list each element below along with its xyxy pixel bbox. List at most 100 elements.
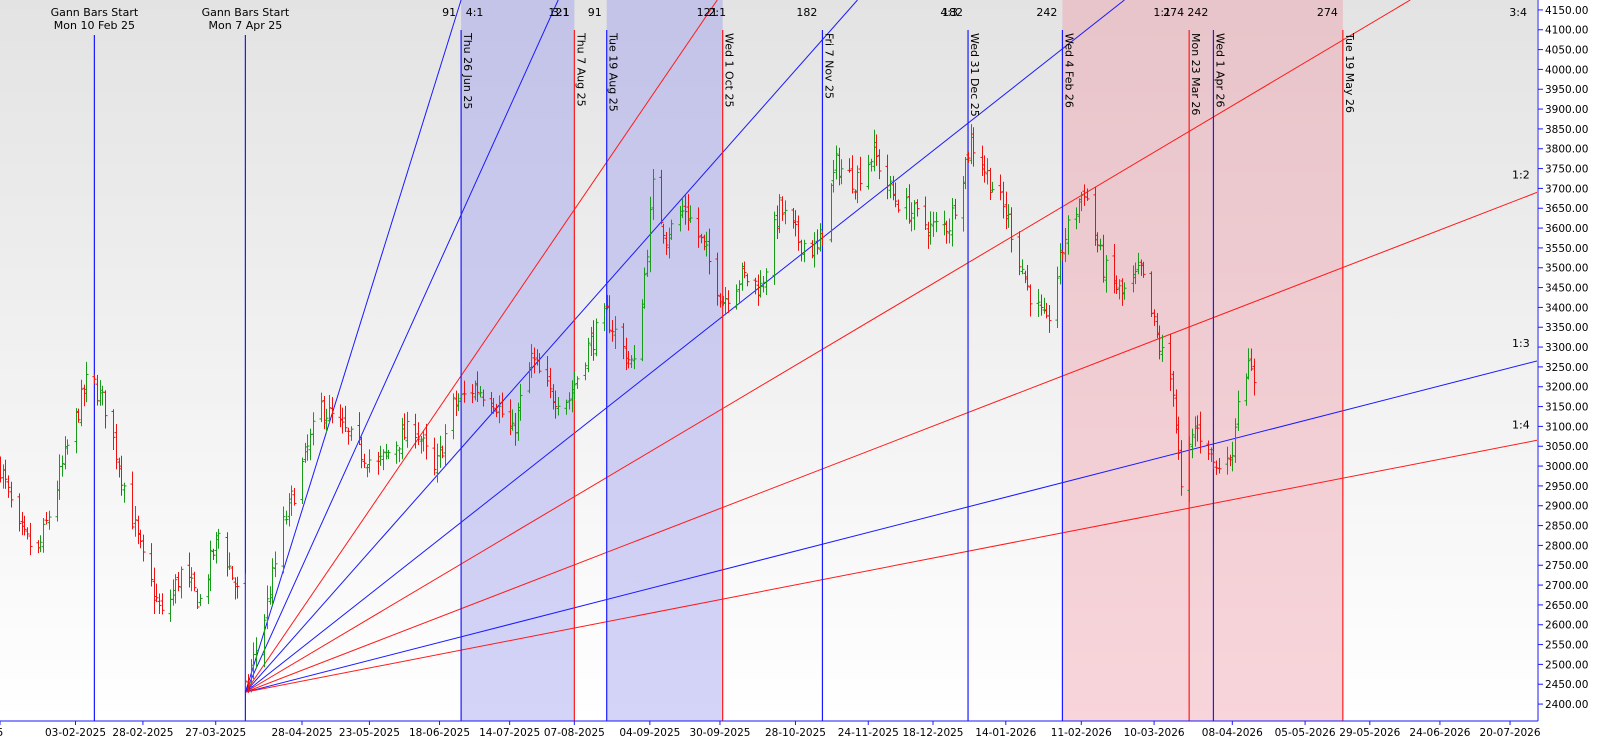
ohlc-bar [1117,279,1122,300]
ohlc-bar [1209,447,1214,462]
ohlc-bar [1017,231,1022,276]
fan-ratio-label: 1:3 [1512,337,1530,350]
ohlc-bar [1141,261,1146,278]
ohlc-bar [92,374,97,385]
shaded-regions [461,0,1343,721]
ohlc-bar [990,181,995,193]
ohlc-bar [470,384,475,404]
ohlc-bar [478,386,483,398]
price-axis: 2400.00 2450.00 2500.00 2550.00 2600.00 2650.… [1537,0,1588,721]
ohlc-bar [38,535,43,553]
ohlc-bar [820,231,825,246]
ohlc-bar [1136,252,1141,275]
ohlc-bar [572,371,577,400]
gann-fan-line-steep [244,0,462,693]
start-marker-date: Mon 10 Feb 25 [54,19,135,32]
ohlc-bar [699,233,704,244]
ohlc-bar [610,319,615,342]
ohlc-bar [934,211,939,233]
ohlc-bar [915,199,920,217]
ohlc-bar [1079,191,1084,212]
bar-count-label: 274 [1317,6,1338,19]
time-tick-label: 24-06-2026 [1409,727,1470,739]
ohlc-bar [265,585,270,630]
bar-count-label: 121 [697,6,718,19]
ohlc-bar [270,558,275,606]
time-tick-label: 04-09-2025 [619,727,680,739]
ohlc-bar [305,434,310,461]
bar-count-label: 121 [548,6,569,19]
ohlc-bar [246,674,251,693]
vertical-marker-date: Fri 7 Nov 25 [822,33,835,99]
ohlc-bar [1066,215,1071,255]
ohlc-bar [734,284,739,310]
ohlc-bar [874,134,879,166]
ohlc-bar [421,430,426,452]
start-marker-date: Mon 7 Apr 25 [209,19,283,32]
ohlc-bar [642,267,647,309]
ohlc-bar [349,426,354,441]
gann-fan-line-4:3 [245,0,1125,693]
ohlc-bar [1025,265,1030,291]
ohlc-bar [607,295,612,334]
ohlc-bar [475,371,480,403]
ohlc-bar [179,566,184,599]
price-tick-label: 2850.00 [1545,521,1588,533]
ohlc-bar [1206,440,1211,460]
ohlc-bar [586,337,591,373]
price-tick-label: 3850.00 [1545,124,1588,136]
ohlc-bar [1252,358,1257,396]
ohlc-bar [594,318,599,357]
ohlc-bar [548,367,553,399]
ohlc-bar [575,376,580,389]
time-tick-label: 14-01-2026 [975,727,1036,739]
ohlc-bar [645,249,650,277]
ohlc-bar [683,195,688,225]
ohlc-bar [680,198,685,219]
ohlc-bar [130,471,135,530]
time-tick-label: 08-04-2026 [1202,727,1263,739]
ohlc-bar [1176,416,1181,460]
price-tick-label: 2750.00 [1545,560,1588,572]
price-tick-label: 3650.00 [1545,203,1588,215]
ohlc-bar [1157,325,1162,360]
ohlc-bar [834,145,839,180]
time-tick-label: 29-05-2026 [1339,727,1400,739]
ohlc-bar [753,277,758,295]
bar-count-label: 242 [1187,6,1208,19]
ohlc-bar [211,548,216,560]
ohlc-bar [381,449,386,471]
ohlc-bar [1225,446,1230,475]
ohlc-bar [367,449,372,473]
ohlc-bar [629,355,634,368]
ohlc-bar [227,552,232,570]
ohlc-bar [141,534,146,562]
ohlc-bar [500,392,505,418]
ohlc-bar [230,565,235,581]
ohlc-bar [47,510,52,530]
bar-count-label: 182 [942,6,963,19]
ohlc-bar [1198,411,1203,454]
price-tick-label: 2700.00 [1545,580,1588,592]
time-tick-label: 07-08-2025 [544,727,605,739]
ohlc-bar [923,196,928,230]
gann-fan-line-1:1 [245,0,1411,693]
time-tick-label: 30-09-2025 [689,727,750,739]
ohlc-bar [1028,284,1033,317]
ohlc-bar [648,196,653,273]
time-tick-label: 03-02-2025 [45,727,106,739]
ohlc-bar [1190,428,1195,459]
vertical-marker-date: Wed 31 Dec 25 [968,33,981,117]
ohlc-bar [1249,348,1254,371]
ohlc-bar [613,316,618,349]
ohlc-bar [1074,207,1079,230]
ohlc-bar [812,232,817,268]
ohlc-bar [745,273,750,287]
ohlc-bar [661,223,666,244]
ohlc-bar [327,394,332,424]
price-tick-label: 4050.00 [1545,45,1588,57]
ohlc-bar [556,396,561,416]
ohlc-bar [41,518,46,553]
